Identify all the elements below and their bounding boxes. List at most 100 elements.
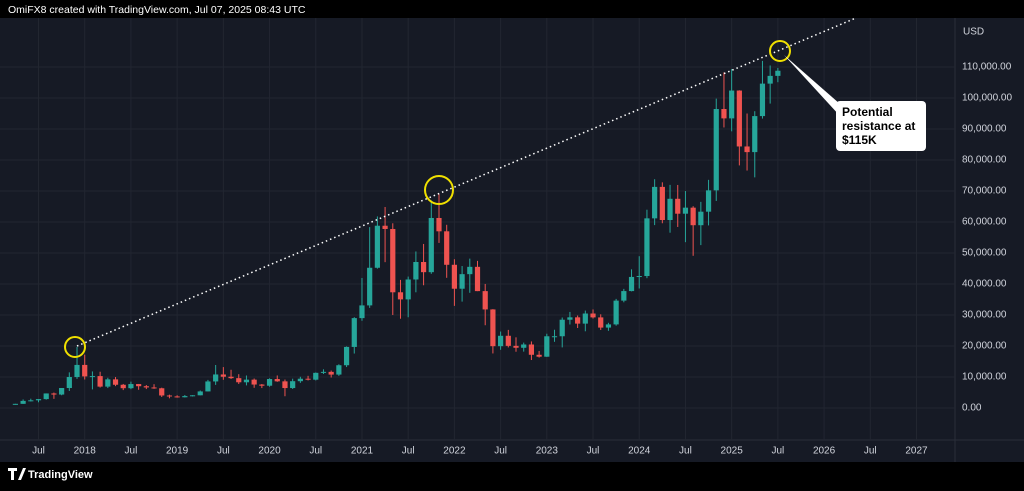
header-text: OmiFX8 created with TradingView.com, Jul… <box>8 4 306 16</box>
candle-body <box>305 378 311 380</box>
x-tick-label: Jul <box>587 446 600 457</box>
candle-body <box>105 379 111 387</box>
x-tick-label: Jul <box>125 446 138 457</box>
y-tick-label: 50,000.00 <box>962 248 1007 259</box>
candle-body <box>297 378 303 382</box>
candle-body <box>459 274 465 289</box>
candle-body <box>729 90 735 119</box>
x-tick-label: 2021 <box>351 446 374 457</box>
candle-body <box>97 376 103 387</box>
candle-body <box>690 207 696 226</box>
candle-body <box>43 393 49 400</box>
y-tick-label: 70,000.00 <box>962 186 1007 197</box>
candle-body <box>228 376 234 379</box>
x-tick-label: Jul <box>494 446 507 457</box>
x-tick-label: 2018 <box>74 446 97 457</box>
x-tick-label: Jul <box>309 446 322 457</box>
candle-body <box>112 379 119 385</box>
candle-body <box>266 379 273 386</box>
highlight-circle <box>64 336 86 358</box>
candle-body <box>451 264 457 289</box>
candle-body <box>482 291 488 310</box>
candle-body <box>259 384 265 386</box>
candle-body <box>151 387 157 389</box>
candle-body <box>59 388 65 395</box>
candle-body <box>636 276 642 278</box>
candle-body <box>575 317 581 324</box>
candle-body <box>628 276 635 292</box>
candle-body <box>35 399 42 401</box>
candle-body <box>66 377 72 389</box>
candle-body <box>51 393 57 395</box>
candle-body <box>582 313 588 324</box>
candle-body <box>544 336 550 357</box>
candle-body <box>174 396 180 398</box>
candle-body <box>428 217 434 273</box>
plot-bg <box>0 18 1024 462</box>
callout-pointer <box>784 55 840 116</box>
candle-body <box>467 266 473 275</box>
candle-body <box>505 335 511 346</box>
candle-body <box>659 186 665 221</box>
x-tick-label: 2024 <box>628 446 651 457</box>
candle-body <box>420 261 427 273</box>
candle-body <box>313 372 319 380</box>
candle-body <box>551 336 558 338</box>
candle-body <box>490 309 496 347</box>
highlight-circle <box>424 175 454 205</box>
candle-body <box>143 386 149 388</box>
candle-body <box>744 146 750 153</box>
x-tick-label: Jul <box>864 446 877 457</box>
y-tick-label: 0.00 <box>962 403 982 414</box>
candle-body <box>767 75 773 84</box>
candle-body <box>736 90 742 147</box>
candle-body <box>213 374 219 382</box>
candle-body <box>667 198 673 221</box>
footer-bar <box>0 462 1024 486</box>
candle-body <box>405 279 411 300</box>
x-tick-label: 2022 <box>443 446 466 457</box>
candle-body <box>513 345 519 348</box>
candle-body <box>328 371 334 375</box>
candle-body <box>498 335 504 347</box>
candle-body <box>682 207 689 214</box>
candle-body <box>120 384 126 389</box>
candle-body <box>367 267 373 306</box>
x-tick-label: 2026 <box>813 446 836 457</box>
candle-body <box>521 344 527 348</box>
candle-body <box>382 225 388 229</box>
candle-body <box>613 300 619 325</box>
x-tick-label: 2019 <box>166 446 189 457</box>
candle-body <box>128 384 134 389</box>
candle-body <box>197 391 203 396</box>
y-tick-label: 10,000.00 <box>962 372 1007 383</box>
candle-body <box>282 381 288 389</box>
candle-body <box>82 364 88 377</box>
candle-body <box>205 381 211 392</box>
x-tick-label: Jul <box>402 446 415 457</box>
candle-body <box>28 400 34 402</box>
candle-body <box>721 109 727 119</box>
y-tick-label: 110,000.00 <box>962 62 1012 73</box>
candle-body <box>12 403 19 405</box>
candle-body <box>236 378 242 383</box>
candle-body <box>336 365 342 375</box>
candle-body <box>166 395 173 397</box>
candle-body <box>74 364 80 378</box>
y-tick-label: 30,000.00 <box>962 310 1007 321</box>
x-tick-label: Jul <box>679 446 692 457</box>
candle-body <box>652 186 658 219</box>
candle-body <box>536 354 542 357</box>
x-tick-label: Jul <box>32 446 45 457</box>
candle-body <box>136 384 142 387</box>
y-tick-label: 80,000.00 <box>962 155 1007 166</box>
candle-body <box>644 218 650 277</box>
currency-label: USD <box>963 27 984 38</box>
candle-body <box>713 109 719 191</box>
candle-body <box>159 388 165 396</box>
candle-body <box>397 292 404 300</box>
candle-body <box>567 317 573 320</box>
x-tick-label: Jul <box>771 446 784 457</box>
